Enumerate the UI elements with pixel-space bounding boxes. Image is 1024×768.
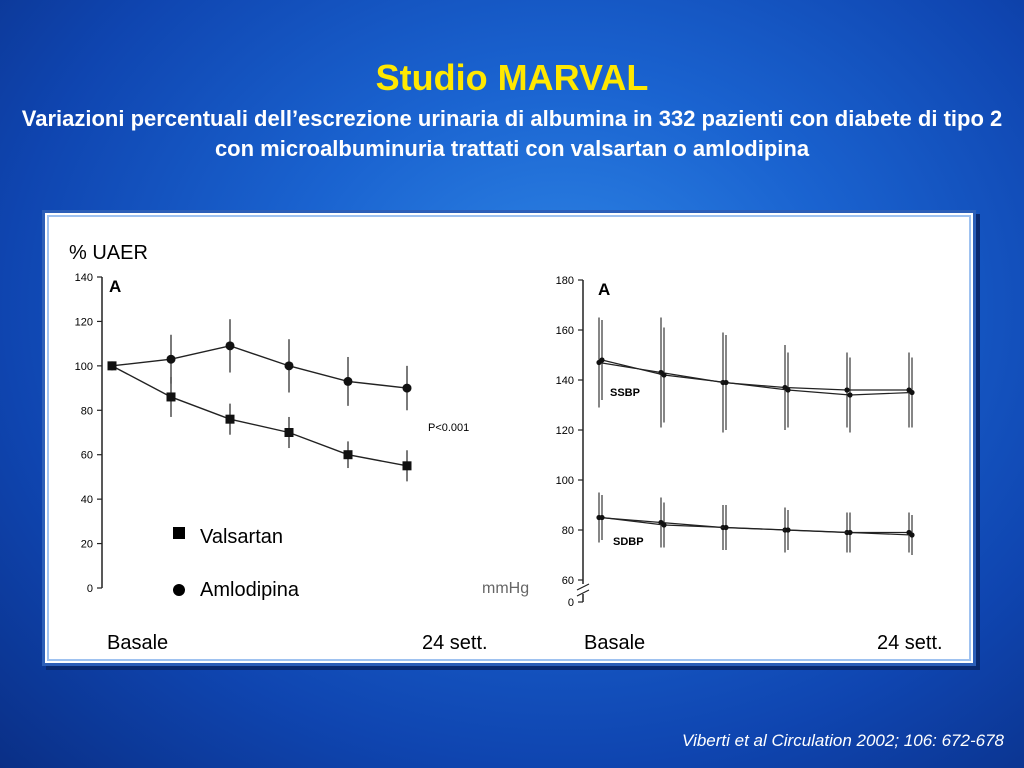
left-y-tick-label: 20 — [81, 539, 93, 551]
right-annotation-ssbp: SSBP — [610, 387, 640, 399]
left-point-valsartan — [284, 428, 294, 437]
left-y-tick-label: 140 — [75, 272, 93, 284]
legend-amlodipina-label: Amlodipina — [200, 579, 300, 601]
right-series-line — [598, 516, 909, 534]
right-y-tick-label: 180 — [556, 275, 574, 287]
right-point — [844, 387, 850, 393]
left-xlabel-start: Basale — [107, 632, 168, 654]
left-point-valsartan — [166, 392, 176, 402]
right-point — [599, 514, 605, 521]
right-ylabel: mmHg — [482, 580, 529, 597]
legend-valsartan-label: Valsartan — [200, 526, 283, 548]
right-axis-break — [576, 583, 590, 597]
right-y-tick-label: 60 — [562, 575, 574, 587]
slide-subtitle: Variazioni percentuali dell’escrezione u… — [21, 106, 1003, 161]
citation: Viberti et al Circulation 2002; 106: 672… — [682, 731, 1004, 750]
left-y-tick-label: 40 — [81, 494, 93, 506]
right-series-line — [601, 516, 913, 536]
legend-amlodipina-marker — [173, 584, 185, 596]
left-chart: 0 20 40 60 80 100 120 140 — [75, 272, 412, 595]
right-y-tick-label: 140 — [556, 375, 574, 387]
left-point-amlodipina — [225, 341, 235, 351]
charts-svg: % UAER A P<0.001 Valsartan Amlodipina Ba… — [69, 242, 943, 654]
right-point — [661, 522, 667, 528]
right-point — [723, 379, 729, 386]
legend-valsartan-marker — [173, 527, 185, 539]
left-point-valsartan — [343, 450, 353, 460]
right-series-line — [601, 359, 913, 396]
left-point-amlodipina — [166, 354, 176, 364]
left-point-amlodipina — [284, 361, 294, 371]
left-point-amlodipina — [402, 383, 412, 393]
right-point — [599, 357, 605, 363]
right-y-tick-label: 160 — [556, 325, 574, 337]
right-point — [909, 389, 915, 396]
right-y-tick-label: 100 — [556, 475, 574, 487]
slide-title: Studio MARVAL — [375, 57, 649, 98]
left-xlabel-end: 24 sett. — [422, 632, 488, 654]
left-pvalue: P<0.001 — [428, 422, 469, 434]
left-ylabel: % UAER — [69, 242, 148, 264]
left-point-amlodipina — [107, 361, 117, 371]
left-y-tick-label: 60 — [81, 450, 93, 462]
right-y-tick-label: 120 — [556, 425, 574, 437]
right-point — [785, 387, 791, 393]
right-y-tick-label: 80 — [562, 525, 574, 537]
right-xlabel-end: 24 sett. — [877, 632, 943, 654]
right-point — [847, 529, 853, 536]
left-y-tick-label: 80 — [81, 405, 93, 417]
left-point-valsartan — [402, 461, 412, 471]
right-xlabel-start: Basale — [584, 632, 645, 654]
left-series-line-valsartan — [111, 365, 408, 467]
left-series-line-amlodipina — [111, 345, 408, 389]
left-y-tick-label: 100 — [75, 361, 93, 373]
right-point — [661, 372, 667, 378]
right-point — [909, 532, 915, 538]
right-series-line — [598, 361, 909, 391]
right-chart: 0 60 80 100 120 140 160 180 — [556, 275, 915, 609]
left-y-tick-label: 120 — [75, 316, 93, 328]
right-point — [723, 524, 729, 531]
right-panel-label: A — [598, 280, 610, 299]
left-point-amlodipina — [343, 376, 353, 386]
chart-panel: % UAER A P<0.001 Valsartan Amlodipina Ba… — [42, 210, 976, 666]
right-y-tick-label: 0 — [568, 597, 574, 609]
right-point — [785, 527, 791, 533]
right-point — [847, 392, 853, 398]
left-point-valsartan — [225, 414, 235, 424]
right-annotation-sdbp: SDBP — [613, 536, 644, 548]
left-y-tick-label: 0 — [87, 583, 93, 595]
left-panel-label: A — [109, 277, 121, 296]
